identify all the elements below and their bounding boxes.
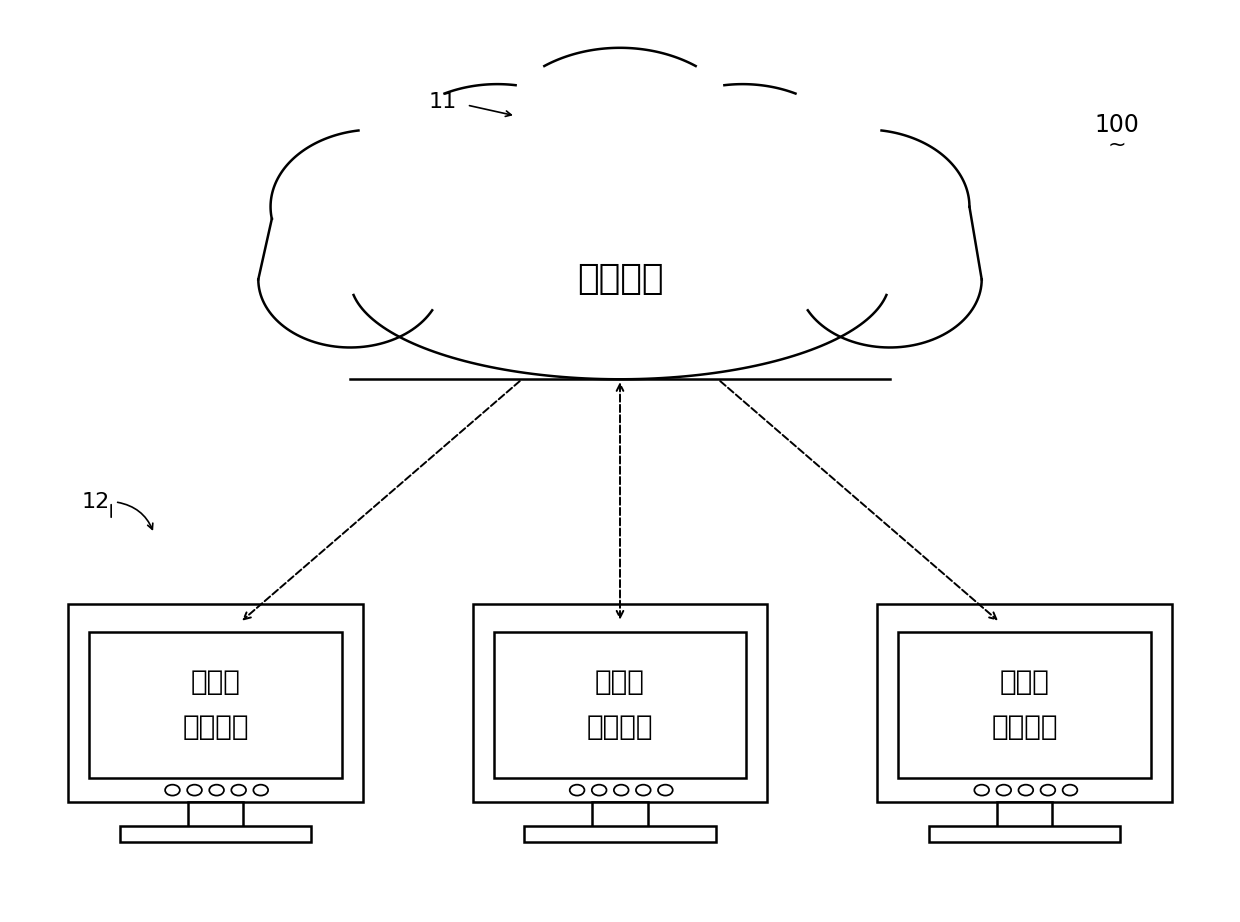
Circle shape (1018, 785, 1033, 796)
Circle shape (636, 785, 651, 796)
Circle shape (975, 785, 990, 796)
Text: 一体化: 一体化 (999, 668, 1049, 696)
Text: 一体化: 一体化 (191, 668, 241, 696)
Bar (89, 632, 342, 778)
Bar (878, 604, 1172, 802)
Text: 一体化: 一体化 (595, 668, 645, 696)
Bar (187, 802, 243, 833)
Circle shape (797, 211, 982, 348)
Bar (472, 604, 768, 802)
Circle shape (381, 84, 614, 256)
Ellipse shape (350, 180, 890, 379)
Circle shape (491, 48, 749, 239)
Text: 显示终端: 显示终端 (991, 714, 1058, 741)
Text: 显示终端: 显示终端 (182, 714, 249, 741)
Circle shape (1040, 785, 1055, 796)
Circle shape (270, 129, 479, 284)
Bar (593, 802, 647, 833)
Circle shape (997, 785, 1011, 796)
Circle shape (761, 129, 970, 284)
Circle shape (626, 84, 859, 256)
Circle shape (232, 785, 246, 796)
Text: 11: 11 (428, 92, 456, 112)
Circle shape (569, 785, 584, 796)
Circle shape (187, 785, 202, 796)
Circle shape (253, 785, 268, 796)
Bar (898, 632, 1151, 778)
Text: 显示终端: 显示终端 (587, 714, 653, 741)
Circle shape (1063, 785, 1078, 796)
Text: 云服务器: 云服务器 (577, 263, 663, 296)
Circle shape (614, 785, 629, 796)
Bar (929, 826, 1120, 843)
Circle shape (658, 785, 673, 796)
Bar (525, 826, 715, 843)
Bar (494, 632, 746, 778)
Circle shape (165, 785, 180, 796)
Circle shape (210, 785, 224, 796)
Bar (120, 826, 311, 843)
Bar (68, 604, 362, 802)
Text: ~: ~ (1107, 135, 1126, 155)
Text: 12: 12 (81, 491, 109, 512)
Text: 100: 100 (1094, 113, 1140, 137)
Circle shape (258, 211, 443, 348)
Bar (997, 802, 1053, 833)
Circle shape (591, 785, 606, 796)
